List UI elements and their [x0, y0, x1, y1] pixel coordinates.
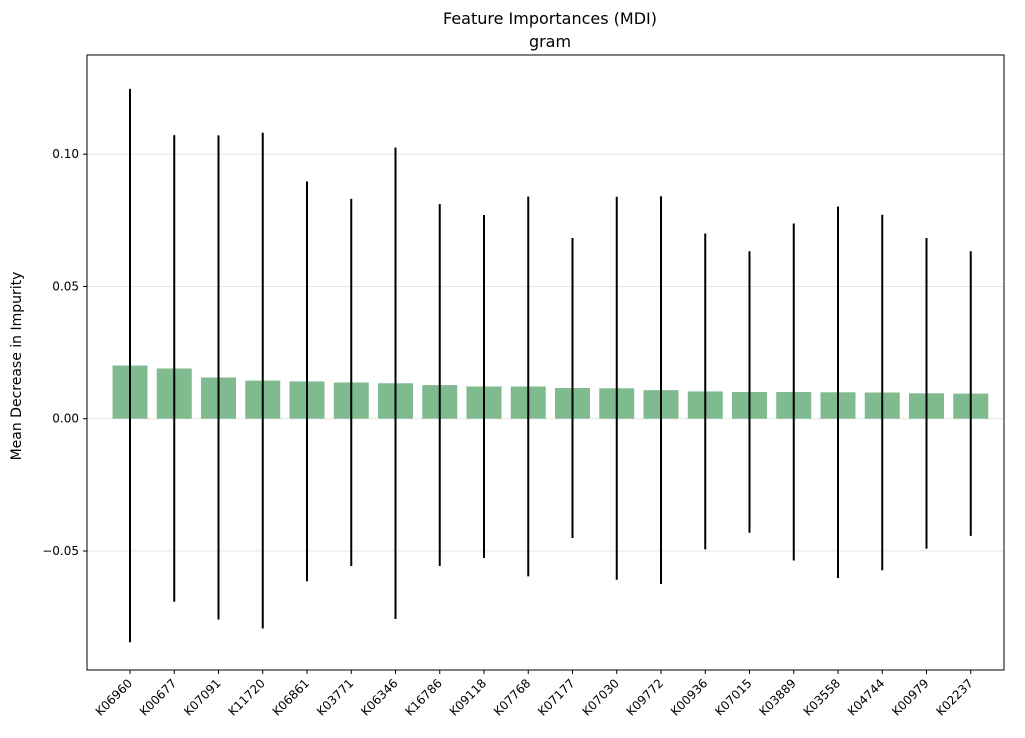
x-tick-label: K09118: [447, 676, 489, 718]
x-tick-label: K09772: [624, 676, 666, 718]
y-axis-label: Mean Decrease in Impurity: [9, 272, 25, 461]
x-tick-label: K07091: [181, 676, 223, 718]
x-tick-label: K07177: [535, 676, 577, 718]
x-tick-label: K11720: [225, 676, 267, 718]
grid-lines: [87, 153, 1004, 552]
x-tick-label: K03771: [314, 676, 356, 718]
x-tick-label: K07015: [712, 676, 754, 718]
x-axis-ticks: K06960 K00677 K07091 K11720 K06861 K03771 K063…: [93, 670, 976, 719]
x-tick-label: K06960: [93, 676, 135, 718]
x-tick-label: K00677: [137, 676, 179, 718]
x-tick-label: K07768: [491, 676, 533, 718]
y-tick-label: 0.10: [52, 147, 79, 161]
x-tick-label: K06346: [358, 676, 400, 718]
x-tick-label: K02237: [933, 676, 975, 718]
error-bars: [129, 88, 972, 643]
x-tick-label: K00979: [889, 676, 931, 718]
x-tick-label: K03558: [801, 676, 843, 718]
x-tick-label: K07030: [579, 676, 621, 718]
y-tick-label: 0.05: [52, 279, 79, 293]
y-tick-label: −0.05: [42, 544, 79, 558]
x-tick-label: K16786: [402, 676, 444, 718]
x-tick-label: K04744: [845, 676, 887, 718]
plot-frame: [86, 54, 1005, 671]
y-axis-ticks: −0.05 0.00 0.05 0.10: [42, 147, 87, 558]
chart-title: Feature Importances (MDI): [443, 9, 657, 28]
y-tick-label: 0.00: [52, 412, 79, 426]
x-tick-label: K06861: [270, 676, 312, 718]
chart-subtitle: gram: [529, 32, 571, 51]
x-tick-label: K03889: [756, 676, 798, 718]
bars: [112, 365, 989, 419]
x-tick-label: K00936: [668, 676, 710, 718]
